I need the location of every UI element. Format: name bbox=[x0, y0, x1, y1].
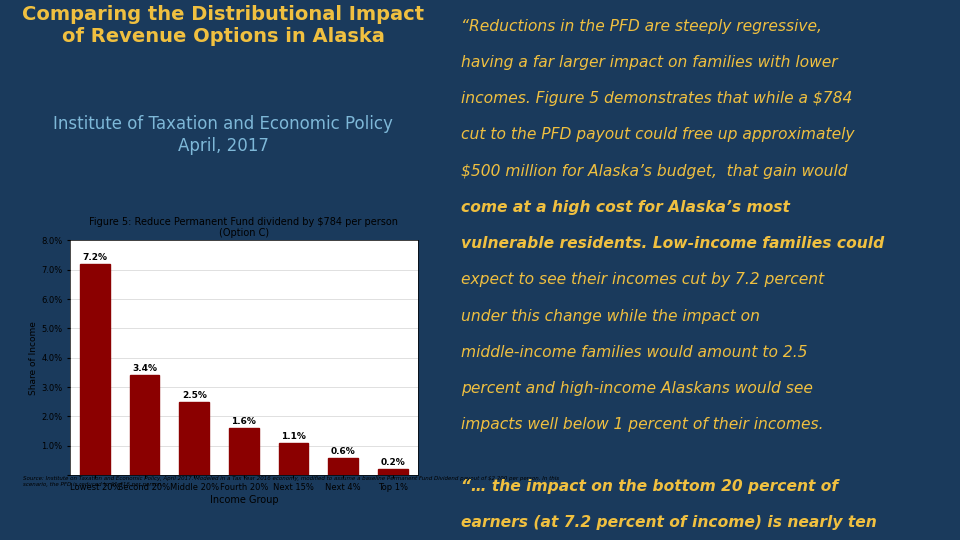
Text: 2.5%: 2.5% bbox=[181, 391, 206, 400]
Text: impacts well below 1 percent of their incomes.: impacts well below 1 percent of their in… bbox=[461, 417, 824, 433]
Bar bbox=[130, 375, 159, 475]
Bar bbox=[278, 443, 308, 475]
Text: come at a high cost for Alaska’s most: come at a high cost for Alaska’s most bbox=[461, 200, 790, 215]
Text: earners (at 7.2 percent of income) is nearly ten: earners (at 7.2 percent of income) is ne… bbox=[461, 515, 876, 530]
Text: 1.6%: 1.6% bbox=[231, 417, 256, 426]
Title: Figure 5: Reduce Permanent Fund dividend by $784 per person
(Option C): Figure 5: Reduce Permanent Fund dividend… bbox=[89, 217, 398, 238]
Bar bbox=[228, 428, 259, 475]
Text: middle-income families would amount to 2.5: middle-income families would amount to 2… bbox=[461, 345, 807, 360]
Text: Institute of Taxation and Economic Policy
April, 2017: Institute of Taxation and Economic Polic… bbox=[53, 115, 394, 156]
Text: Comparing the Distributional Impact
of Revenue Options in Alaska: Comparing the Distributional Impact of R… bbox=[22, 5, 424, 46]
Text: expect to see their incomes cut by 7.2 percent: expect to see their incomes cut by 7.2 p… bbox=[461, 272, 825, 287]
Text: $500 million for Alaska’s budget,  that gain would: $500 million for Alaska’s budget, that g… bbox=[461, 164, 848, 179]
Text: under this change while the impact on: under this change while the impact on bbox=[461, 309, 760, 323]
Text: 0.6%: 0.6% bbox=[331, 447, 355, 456]
Text: incomes. Figure 5 demonstrates that while a $784: incomes. Figure 5 demonstrates that whil… bbox=[461, 91, 852, 106]
Bar bbox=[80, 264, 109, 475]
Bar bbox=[328, 457, 358, 475]
Y-axis label: Share of Income: Share of Income bbox=[30, 321, 38, 395]
Text: vulnerable residents. Low-income families could: vulnerable residents. Low-income familie… bbox=[461, 236, 884, 251]
Text: cut to the PFD payout could free up approximately: cut to the PFD payout could free up appr… bbox=[461, 127, 854, 143]
Text: 1.1%: 1.1% bbox=[281, 432, 306, 441]
Bar bbox=[180, 402, 209, 475]
Text: having a far larger impact on families with lower: having a far larger impact on families w… bbox=[461, 55, 838, 70]
Text: 0.2%: 0.2% bbox=[380, 458, 405, 467]
Text: Source: Institute on Taxation and Economic Policy, April 2017. Modeled in a Tax : Source: Institute on Taxation and Econom… bbox=[23, 476, 560, 487]
Text: “… the impact on the bottom 20 percent of: “… the impact on the bottom 20 percent o… bbox=[461, 479, 838, 494]
Text: 7.2%: 7.2% bbox=[83, 253, 108, 262]
Bar bbox=[378, 469, 408, 475]
X-axis label: Income Group: Income Group bbox=[209, 495, 278, 504]
Text: 3.4%: 3.4% bbox=[132, 364, 157, 373]
Text: “Reductions in the PFD are steeply regressive,: “Reductions in the PFD are steeply regre… bbox=[461, 18, 822, 33]
Text: percent and high-income Alaskans would see: percent and high-income Alaskans would s… bbox=[461, 381, 813, 396]
